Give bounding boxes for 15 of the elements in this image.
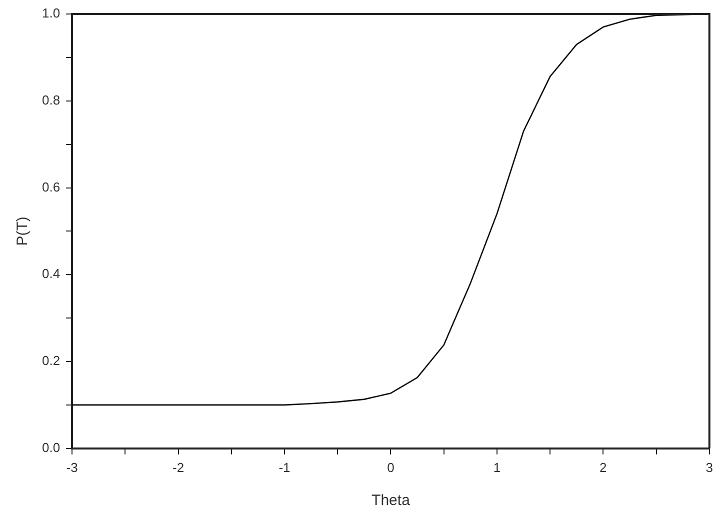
x-tick-label: 1 bbox=[493, 460, 501, 475]
x-tick-label: 0 bbox=[387, 460, 394, 475]
x-tick-label: -2 bbox=[172, 460, 184, 475]
x-tick-label: 2 bbox=[600, 460, 607, 475]
x-axis-title: Theta bbox=[372, 492, 411, 510]
x-tick-label: 3 bbox=[706, 460, 713, 475]
y-tick-label: 0.2 bbox=[42, 353, 60, 368]
x-tick-label: -3 bbox=[66, 460, 78, 475]
y-tick-label: 0.8 bbox=[42, 92, 60, 108]
y-tick-label: 1.0 bbox=[42, 6, 60, 21]
y-axis-title: P(T) bbox=[14, 216, 32, 246]
y-tick-label: 0.0 bbox=[42, 440, 60, 455]
x-tick-label: -1 bbox=[278, 460, 290, 475]
y-tick-label: 0.6 bbox=[42, 179, 60, 194]
y-tick-label: 0.4 bbox=[42, 266, 60, 282]
